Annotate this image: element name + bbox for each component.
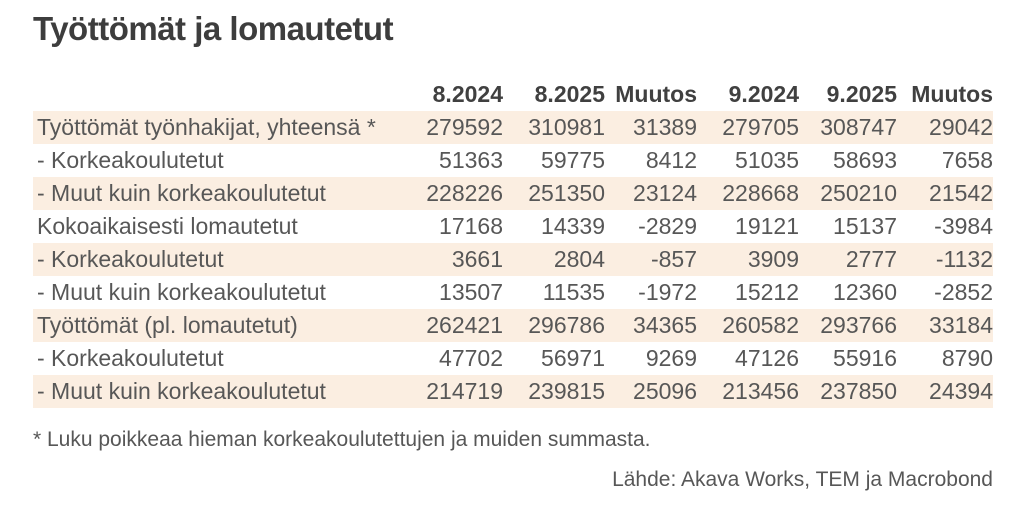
cell-value: 19121 xyxy=(735,213,799,239)
cell-value: -2829 xyxy=(638,213,697,239)
column-header-1: 8.2025 xyxy=(534,81,605,107)
table-body: Työttömät työnhakijat, yhteensä * 279592 3… xyxy=(33,111,993,408)
cell-value: 213456 xyxy=(722,378,799,404)
cell-value: 13507 xyxy=(439,279,503,305)
table-header-row: 8.2024 8.2025 Muutos 9.2024 9.2025 Muutos xyxy=(33,74,993,111)
row-label: - Korkeakoulutetut xyxy=(37,147,224,173)
table-row: - Korkeakoulutetut 51363 59775 8412 51035 586… xyxy=(33,144,993,177)
cell-value: 33184 xyxy=(929,312,993,338)
cell-value: 12360 xyxy=(833,279,897,305)
cell-value: 2777 xyxy=(845,246,897,272)
cell-value: 21542 xyxy=(929,180,993,206)
cell-value: 14339 xyxy=(541,213,605,239)
cell-value: 262421 xyxy=(426,312,503,338)
column-header-3: 9.2024 xyxy=(728,81,799,107)
cell-value: 279705 xyxy=(722,114,799,140)
cell-value: 11535 xyxy=(542,279,605,305)
page-title: Työttömät ja lomautetut xyxy=(33,10,394,47)
table-row: Työttömät (pl. lomautetut) 262421 296786 34… xyxy=(33,309,993,342)
cell-value: -857 xyxy=(650,246,697,272)
column-header-4: 9.2025 xyxy=(826,81,897,107)
cell-value: -1132 xyxy=(935,246,993,272)
cell-value: 308747 xyxy=(820,114,897,140)
cell-value: 56971 xyxy=(541,345,605,371)
cell-value: 24394 xyxy=(929,378,993,404)
cell-value: 228668 xyxy=(722,180,799,206)
cell-value: 251350 xyxy=(528,180,605,206)
cell-value: 9269 xyxy=(645,345,697,371)
cell-value: 34365 xyxy=(633,312,697,338)
cell-value: 59775 xyxy=(541,147,605,173)
column-header-5: Muutos xyxy=(911,81,993,107)
cell-value: 250210 xyxy=(820,180,897,206)
table-row: - Muut kuin korkeakoulutetut 13507 11535 -1… xyxy=(33,276,993,309)
cell-value: 47702 xyxy=(439,345,503,371)
row-label: - Korkeakoulutetut xyxy=(37,345,224,371)
cell-value: 15212 xyxy=(735,279,799,305)
cell-value: 310981 xyxy=(528,114,605,140)
cell-value: 3661 xyxy=(451,246,503,272)
cell-value: 58693 xyxy=(833,147,897,173)
table-row: - Muut kuin korkeakoulutetut 214719 239815… xyxy=(33,375,993,408)
cell-value: 17168 xyxy=(439,213,503,239)
cell-value: 7658 xyxy=(941,147,993,173)
cell-value: 29042 xyxy=(929,114,993,140)
cell-value: 279592 xyxy=(426,114,503,140)
cell-value: -2852 xyxy=(934,279,993,305)
cell-value: 25096 xyxy=(633,378,697,404)
cell-value: 15137 xyxy=(833,213,897,239)
cell-value: -1972 xyxy=(638,279,697,305)
cell-value: 3909 xyxy=(747,246,799,272)
cell-value: 228226 xyxy=(426,180,503,206)
row-label: Työttömät (pl. lomautetut) xyxy=(37,312,298,338)
table-header: 8.2024 8.2025 Muutos 9.2024 9.2025 Muutos xyxy=(33,74,993,111)
cell-value: 51035 xyxy=(735,147,799,173)
cell-value: 237850 xyxy=(820,378,897,404)
footnote: * Luku poikkeaa hieman korkeakoulutettuj… xyxy=(33,428,651,451)
cell-value: -3984 xyxy=(934,213,993,239)
row-label: Kokoaikaisesti lomautetut xyxy=(37,213,298,239)
row-label-column-header xyxy=(33,74,405,111)
row-label: - Muut kuin korkeakoulutetut xyxy=(37,279,326,305)
source-attribution: Lähde: Akava Works, TEM ja Macrobond xyxy=(612,468,993,491)
cell-value: 51363 xyxy=(439,147,503,173)
row-label: - Muut kuin korkeakoulutetut xyxy=(37,378,326,404)
cell-value: 214719 xyxy=(426,378,503,404)
table-row: - Korkeakoulutetut 3661 2804 -857 3909 2777 -1… xyxy=(33,243,993,276)
row-label: - Muut kuin korkeakoulutetut xyxy=(37,180,326,206)
cell-value: 31389 xyxy=(633,114,697,140)
cell-value: 2804 xyxy=(553,246,605,272)
cell-value: 260582 xyxy=(722,312,799,338)
row-label: - Korkeakoulutetut xyxy=(37,246,224,272)
cell-value: 23124 xyxy=(633,180,697,206)
table-row: Kokoaikaisesti lomautetut 17168 14339 -2829… xyxy=(33,210,993,243)
cell-value: 55916 xyxy=(833,345,897,371)
table-row: Työttömät työnhakijat, yhteensä * 279592 3… xyxy=(33,111,993,144)
cell-value: 239815 xyxy=(528,378,605,404)
cell-value: 8790 xyxy=(941,345,993,371)
table-row: - Muut kuin korkeakoulutetut 228226 251350… xyxy=(33,177,993,210)
cell-value: 293766 xyxy=(820,312,897,338)
table-row: - Korkeakoulutetut 47702 56971 9269 47126 559… xyxy=(33,342,993,375)
cell-value: 8412 xyxy=(645,147,697,173)
data-table: 8.2024 8.2025 Muutos 9.2024 9.2025 Muutos Työ… xyxy=(33,74,993,408)
cell-value: 47126 xyxy=(735,345,799,371)
cell-value: 296786 xyxy=(528,312,605,338)
row-label: Työttömät työnhakijat, yhteensä * xyxy=(37,114,376,140)
column-header-0: 8.2024 xyxy=(432,81,503,107)
column-header-2: Muutos xyxy=(615,81,697,107)
